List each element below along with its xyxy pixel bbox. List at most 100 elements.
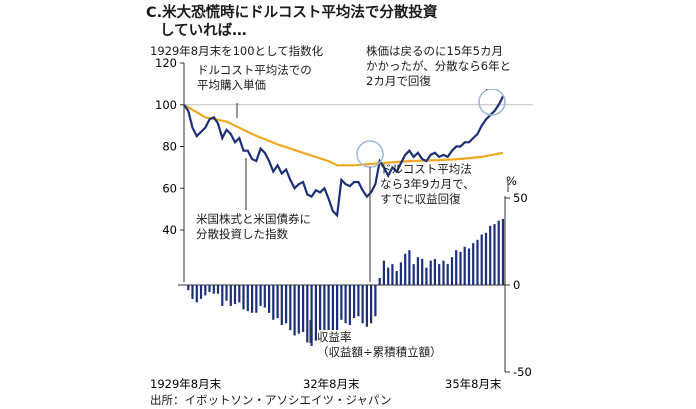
index-annotation-line1: 米国株式と米国債券に — [196, 212, 311, 226]
dca-cost-annotation-line2: 平均購入単価 — [197, 78, 266, 92]
return-bar-71 — [480, 234, 483, 285]
return-bar-43 — [361, 285, 364, 324]
left-y-axis-ticks: 40 60 80 100 120 — [155, 56, 184, 237]
return-bar-20 — [263, 285, 266, 308]
diversified-index-line — [183, 95, 504, 218]
stock-recovery-annotation-line1: 株価は戻るのに15年5カ月 — [366, 44, 503, 58]
return-bar-15 — [242, 285, 245, 310]
return-bar-49 — [387, 267, 390, 285]
return-bar-52 — [399, 262, 402, 285]
return-bar-63 — [446, 264, 449, 285]
return-bar-68 — [467, 248, 471, 285]
dca-recovery-annotation-line2: なら3年9カ月で、 — [380, 177, 475, 191]
x-tick-label-1932: 32年8月末 — [303, 377, 360, 391]
return-bar-69 — [472, 243, 475, 285]
return-bar-19 — [259, 285, 262, 306]
return-bar-56 — [416, 257, 419, 285]
return-bar-26 — [289, 285, 292, 331]
return-bar-17 — [251, 285, 254, 313]
return-bar-57 — [421, 258, 424, 285]
return-bar-9 — [216, 285, 220, 294]
stock-recovery-circle — [478, 88, 506, 116]
dca-average-cost-line — [183, 103, 504, 167]
index-annotation-line2: 分散投資した指数 — [196, 227, 288, 241]
return-bar-50 — [391, 264, 394, 285]
return-bar-23 — [276, 285, 279, 319]
y-tick-label-100: 100 — [155, 98, 177, 112]
return-bar-38 — [340, 285, 343, 320]
return-bar-29 — [302, 285, 305, 332]
return-bar-44 — [365, 285, 368, 327]
return-bar-5 — [199, 285, 203, 299]
return-bar-34 — [323, 285, 326, 338]
return-bar-31 — [310, 285, 313, 346]
return-bar-4 — [195, 285, 198, 303]
return-bar-62 — [442, 260, 445, 285]
return-bar-10 — [221, 285, 224, 306]
return-bar-46 — [374, 285, 377, 317]
return-bar-18 — [255, 285, 258, 313]
chart-title-line2: していれば… — [160, 23, 247, 39]
return-bar-14 — [238, 285, 241, 303]
return-bar-42 — [357, 285, 360, 317]
return-bar-45 — [370, 285, 373, 324]
dca-cost-annotation-line1: ドルコスト平均法での — [197, 63, 312, 77]
return-bar-36 — [331, 285, 334, 357]
return-bar-47 — [378, 278, 381, 285]
return-bar-41 — [353, 285, 356, 319]
right-tick-label-50: 50 — [513, 191, 528, 205]
return-bar-28 — [297, 285, 300, 334]
return-bar-2 — [187, 285, 190, 291]
return-bar-37 — [336, 285, 339, 360]
return-bar-33 — [319, 285, 322, 343]
chart-subtitle: 1929年8月末を100として指数化 — [150, 44, 324, 58]
y-tick-label-40: 40 — [162, 223, 177, 237]
right-axis-unit: % — [506, 174, 517, 188]
x-tick-label-1929: 1929年8月末 — [150, 377, 222, 391]
return-bar-67 — [463, 246, 466, 285]
stock-recovery-annotation-line3: 2カ月で回復 — [366, 74, 431, 88]
right-y-axis-ticks: 50 0 -50 — [505, 191, 532, 379]
return-bar-40 — [348, 285, 351, 325]
return-bar-24 — [280, 285, 283, 325]
return-bar-11 — [225, 285, 228, 301]
return-rate-annotation-line2: （収益額÷累積積立額） — [317, 345, 442, 359]
y-tick-label-120: 120 — [155, 56, 177, 70]
return-rate-annotation-line1: 収益率 — [317, 330, 352, 344]
return-bar-3 — [191, 285, 194, 299]
return-bar-55 — [412, 264, 415, 285]
return-bar-13 — [233, 285, 237, 305]
return-bar-16 — [246, 285, 249, 312]
y-tick-label-60: 60 — [162, 181, 177, 195]
return-bar-73 — [489, 225, 492, 285]
return-bar-35 — [327, 285, 330, 348]
return-bar-64 — [450, 257, 454, 285]
return-bar-22 — [272, 285, 275, 320]
return-bar-6 — [204, 285, 207, 296]
return-bar-21 — [268, 285, 271, 313]
return-bar-8 — [212, 285, 215, 294]
dca-cost-annotation: ドルコスト平均法での 平均購入単価 — [197, 63, 312, 93]
return-bar-53 — [404, 253, 407, 285]
return-bar-51 — [395, 271, 398, 285]
return-bar-12 — [229, 285, 232, 306]
dca-recovery-annotation: ドルコスト平均法 なら3年9カ月で、 すでに収益回復 — [380, 162, 475, 207]
return-bar-59 — [429, 260, 432, 285]
return-bar-54 — [408, 250, 411, 285]
index-annotation: 米国株式と米国債券に 分散投資した指数 — [196, 212, 311, 242]
return-bar-32 — [314, 285, 317, 341]
return-bar-70 — [476, 239, 479, 285]
return-bar-27 — [293, 285, 296, 336]
stock-recovery-annotation: 株価は戻るのに15年5カ月 かかったが、分散なら6年と 2カ月で回復 — [366, 44, 512, 89]
return-bar-65 — [455, 250, 458, 285]
return-bar-61 — [438, 264, 441, 285]
return-bar-25 — [285, 285, 288, 324]
return-bar-76 — [501, 218, 505, 285]
return-bar-74 — [493, 224, 496, 285]
chart-title: C.米大恐慌時にドルコスト平均法で分散投資 していれば… — [146, 4, 437, 40]
return-rate-annotation: 収益率 （収益額÷累積積立額） — [317, 330, 442, 360]
right-tick-label--50: -50 — [513, 365, 532, 379]
return-bar-39 — [344, 285, 347, 324]
return-bar-72 — [484, 232, 488, 285]
return-bar-7 — [208, 285, 211, 292]
